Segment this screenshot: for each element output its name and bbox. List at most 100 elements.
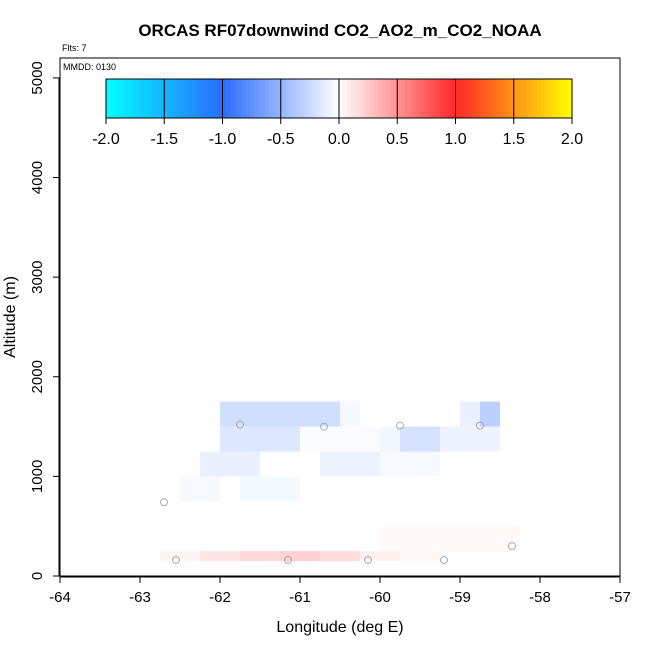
colorbar-segment bbox=[529, 79, 534, 118]
colorbar-segment bbox=[296, 79, 301, 118]
colorbar-segment bbox=[362, 79, 367, 118]
colorbar-segment bbox=[109, 79, 115, 118]
heatmap-cell bbox=[220, 426, 300, 452]
colorbar-segment bbox=[327, 79, 332, 118]
heatmap-cell bbox=[460, 401, 480, 427]
colorbar-segment bbox=[439, 79, 445, 118]
colorbar-segment bbox=[467, 79, 472, 118]
colorbar-segment bbox=[304, 79, 309, 118]
colorbar-tick-label: 0.5 bbox=[386, 131, 408, 148]
colorbar-segment bbox=[381, 79, 387, 118]
sample-point bbox=[508, 542, 516, 551]
heatmap-cell bbox=[160, 551, 200, 562]
colorbar-tick-label: 1.5 bbox=[503, 131, 525, 148]
colorbar-segment bbox=[280, 79, 286, 118]
colorbar-segment bbox=[323, 79, 328, 118]
colorbar-segment bbox=[276, 79, 282, 118]
colorbar-segment bbox=[156, 79, 161, 118]
colorbar-segment bbox=[494, 79, 499, 118]
colorbar-segment bbox=[525, 79, 530, 118]
colorbar-segment bbox=[486, 79, 492, 118]
colorbar-segment bbox=[226, 79, 231, 118]
colorbar-segment bbox=[408, 79, 414, 118]
y-tick-label: 1000 bbox=[29, 460, 46, 493]
colorbar-segment bbox=[210, 79, 216, 118]
colorbar-segment bbox=[498, 79, 503, 118]
colorbar-segment bbox=[106, 79, 111, 118]
colorbar-segment bbox=[373, 79, 379, 118]
sample-point bbox=[172, 556, 180, 565]
colorbar-segment bbox=[113, 79, 119, 118]
colorbar-segment bbox=[125, 79, 130, 118]
colorbar-segment bbox=[238, 79, 243, 118]
colorbar-segment bbox=[234, 79, 239, 118]
colorbar-segment bbox=[424, 79, 429, 118]
colorbar-segment bbox=[428, 79, 433, 118]
chart-title: ORCAS RF07downwind CO2_AO2_m_CO2_NOAA bbox=[138, 21, 541, 40]
colorbar-segment bbox=[339, 79, 344, 118]
colorbar-segment bbox=[432, 79, 437, 118]
colorbar-segment bbox=[331, 79, 336, 118]
heatmap-cells bbox=[160, 401, 520, 562]
colorbar-segment bbox=[564, 79, 569, 118]
colorbar-segment bbox=[521, 79, 526, 118]
colorbar-segment bbox=[230, 79, 235, 118]
colorbar-segment bbox=[300, 79, 305, 118]
colorbar-segment bbox=[137, 79, 142, 118]
colorbar-segment bbox=[342, 79, 348, 118]
colorbar-tick-label: 0.0 bbox=[328, 131, 350, 148]
heatmap-cell bbox=[200, 451, 260, 477]
heatmap-cell bbox=[280, 551, 320, 562]
colorbar-segment bbox=[533, 79, 538, 118]
colorbar-segment bbox=[183, 79, 189, 118]
colorbar-segment bbox=[455, 79, 460, 118]
colorbar-segment bbox=[133, 79, 138, 118]
colorbar-segment bbox=[443, 79, 449, 118]
heatmap-cell bbox=[320, 451, 380, 477]
x-tick-label: -62 bbox=[209, 589, 231, 606]
colorbar-segment bbox=[540, 79, 546, 118]
y-tick-label: 5000 bbox=[29, 61, 46, 94]
colorbar-segment bbox=[416, 79, 422, 118]
colorbar-segment bbox=[401, 79, 406, 118]
colorbar-segment bbox=[257, 79, 262, 118]
y-axis-label: Altitude (m) bbox=[2, 276, 19, 358]
colorbar-segment bbox=[463, 79, 468, 118]
x-tick-label: -58 bbox=[529, 589, 551, 606]
colorbar-segment bbox=[199, 79, 204, 118]
colorbar-frame bbox=[105, 78, 573, 119]
colorbar-segment bbox=[160, 79, 165, 118]
sample-point bbox=[476, 421, 484, 430]
heatmap-cell bbox=[240, 551, 280, 562]
sample-points bbox=[160, 420, 516, 565]
colorbar-segment bbox=[544, 79, 550, 118]
x-tick-label: -57 bbox=[609, 589, 631, 606]
colorbar-segment bbox=[393, 79, 398, 118]
colorbar-segment bbox=[179, 79, 185, 118]
colorbar-segment bbox=[354, 79, 360, 118]
colorbar-segment bbox=[451, 79, 457, 118]
heatmap-cell bbox=[300, 426, 380, 452]
colorbar-segment bbox=[218, 79, 224, 118]
colorbar-segment bbox=[148, 79, 154, 118]
colorbar-segment bbox=[385, 79, 391, 118]
colorbar-tick-label: 1.0 bbox=[444, 131, 466, 148]
colorbar-segment bbox=[292, 79, 297, 118]
colorbar-segment bbox=[350, 79, 356, 118]
colorbar-segment bbox=[459, 79, 464, 118]
heatmap-cell bbox=[340, 401, 360, 427]
sample-point bbox=[396, 421, 404, 430]
colorbar-segment bbox=[253, 79, 259, 118]
colorbar-segment bbox=[168, 79, 173, 118]
colorbar-segment bbox=[164, 79, 169, 118]
colorbar-segment bbox=[241, 79, 247, 118]
colorbar-segment bbox=[389, 79, 394, 118]
colorbar-segment bbox=[502, 79, 507, 118]
heatmap-cell bbox=[240, 476, 300, 502]
colorbar-segment bbox=[509, 79, 515, 118]
heatmap-cell bbox=[400, 426, 440, 452]
sample-point bbox=[440, 556, 448, 565]
sample-point bbox=[236, 420, 244, 429]
colorbar-segment bbox=[214, 79, 220, 118]
